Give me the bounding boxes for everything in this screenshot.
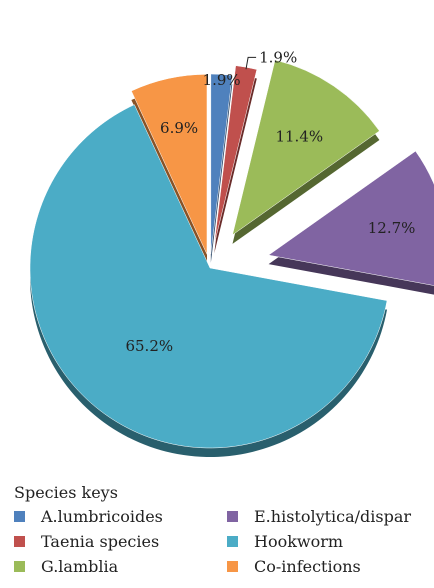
pie-slice-e-histolytica-dispar <box>267 150 434 286</box>
legend-label: A.lumbricoides <box>41 507 163 526</box>
legend-title: Species keys <box>14 483 118 502</box>
legend-label: Hookworm <box>254 532 344 551</box>
legend-item-g-lamblia: G.lamblia <box>14 556 227 577</box>
legend-item-hookworm: Hookworm <box>227 531 427 552</box>
legend-swatch <box>227 536 238 547</box>
legend-swatch <box>14 561 25 572</box>
data-label: 12.7% <box>368 219 416 237</box>
legend-item-e-histolytica: E.histolytica/dispar <box>227 506 427 527</box>
legend-label: G.lamblia <box>41 557 119 576</box>
legend-label: Co-infections <box>254 557 361 576</box>
legend-item-co-infections: Co-infections <box>227 556 427 577</box>
data-label: 11.4% <box>275 128 323 146</box>
pie-slice-a-lumbricoides <box>210 73 233 255</box>
legend-swatch <box>227 511 238 522</box>
data-label: 1.9% <box>203 71 241 89</box>
legend: Species keys A.lumbricoides E.histolytic… <box>14 483 429 577</box>
legend-grid: A.lumbricoides E.histolytica/dispar Taen… <box>14 506 429 577</box>
pie-slice-hookworm <box>29 104 388 449</box>
data-label: 6.9% <box>160 119 198 137</box>
legend-swatch <box>14 536 25 547</box>
leader-line <box>245 56 257 70</box>
pie-slice-co-infections <box>131 74 208 255</box>
legend-item-a-lumbricoides: A.lumbricoides <box>14 506 227 527</box>
data-label: 65.2% <box>125 337 173 355</box>
legend-label: Taenia species <box>41 532 160 551</box>
pie-slice-g-lamblia <box>232 59 380 236</box>
slice-side-1 <box>214 74 257 254</box>
legend-item-taenia: Taenia species <box>14 531 227 552</box>
legend-label: E.histolytica/dispar <box>254 507 412 526</box>
pie-chart: 1.9% 1.9% 11.4% 12.7% 65.2% 6.9% <box>29 48 434 457</box>
data-label: 1.9% <box>259 48 297 66</box>
legend-swatch <box>227 561 238 572</box>
legend-swatch <box>14 511 25 522</box>
